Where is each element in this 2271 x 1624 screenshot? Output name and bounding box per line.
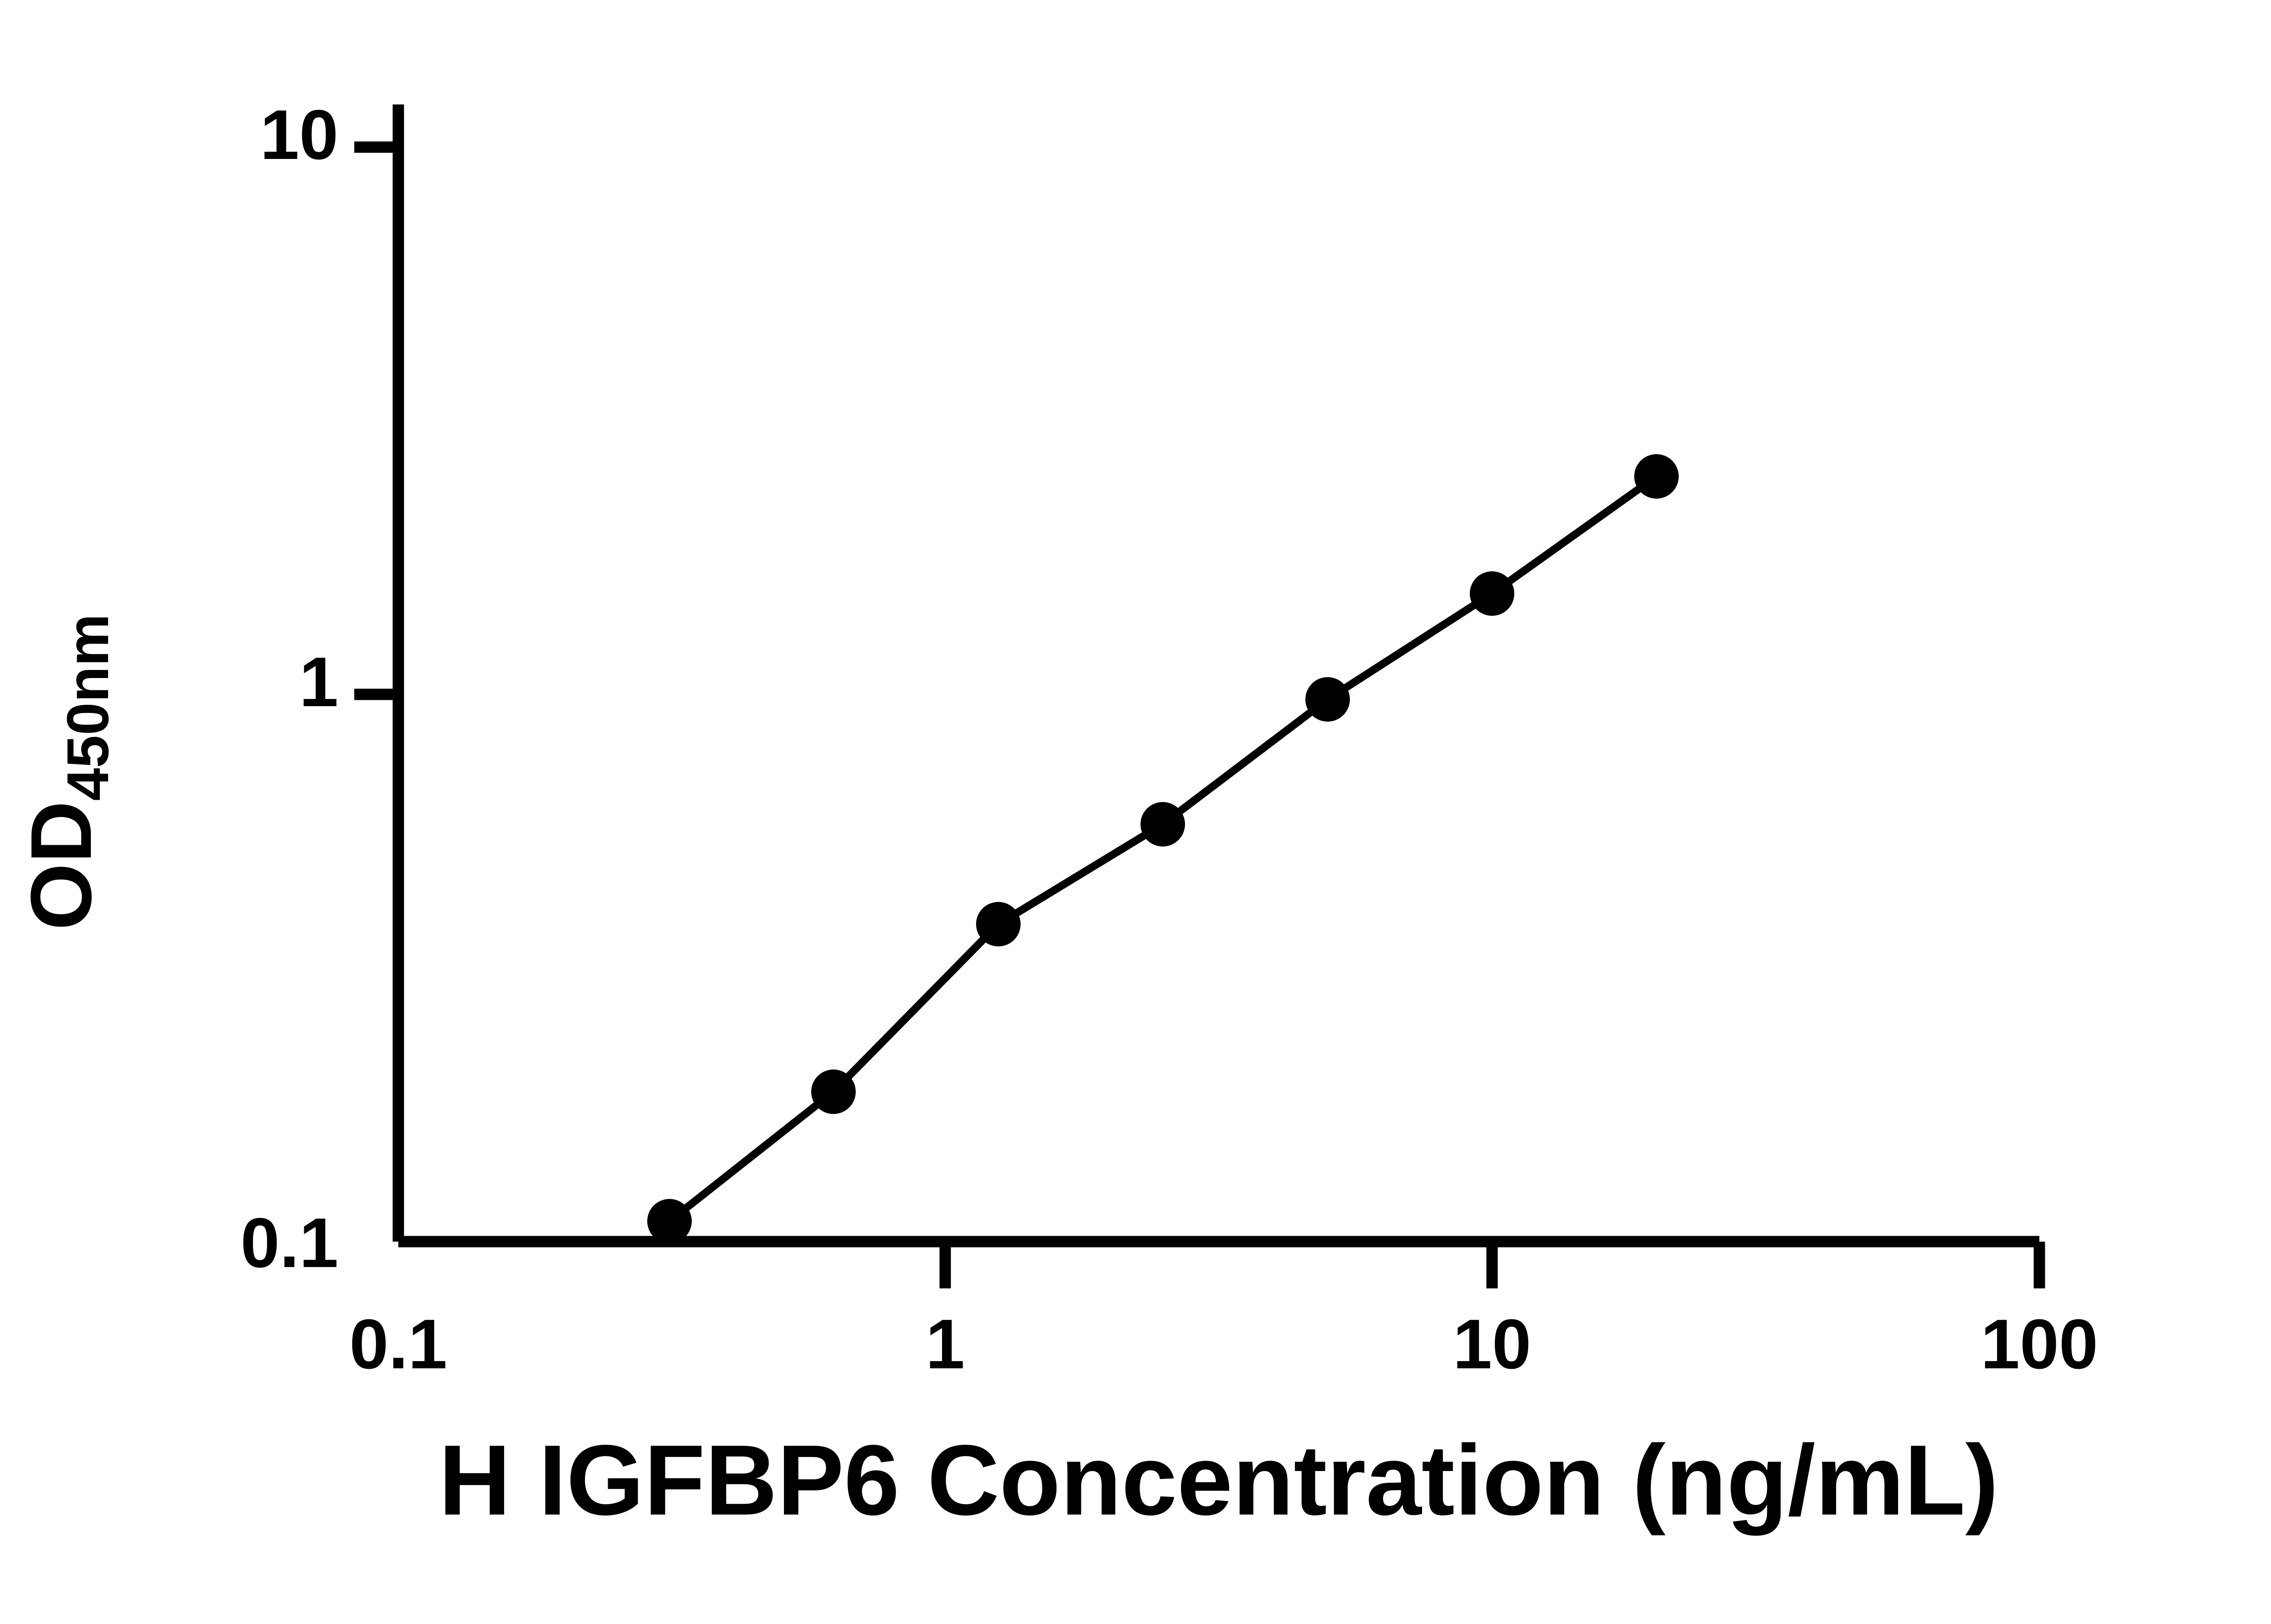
svg-text:1: 1	[926, 1305, 965, 1383]
svg-text:0.1: 0.1	[241, 1203, 338, 1282]
svg-text:100: 100	[1981, 1305, 2098, 1383]
svg-text:10: 10	[260, 95, 338, 174]
svg-text:1: 1	[299, 643, 338, 721]
svg-text:10: 10	[1453, 1305, 1531, 1383]
svg-text:0.1: 0.1	[349, 1305, 447, 1383]
svg-text:H IGFBP6 Concentration (ng/mL): H IGFBP6 Concentration (ng/mL)	[439, 1424, 1998, 1536]
